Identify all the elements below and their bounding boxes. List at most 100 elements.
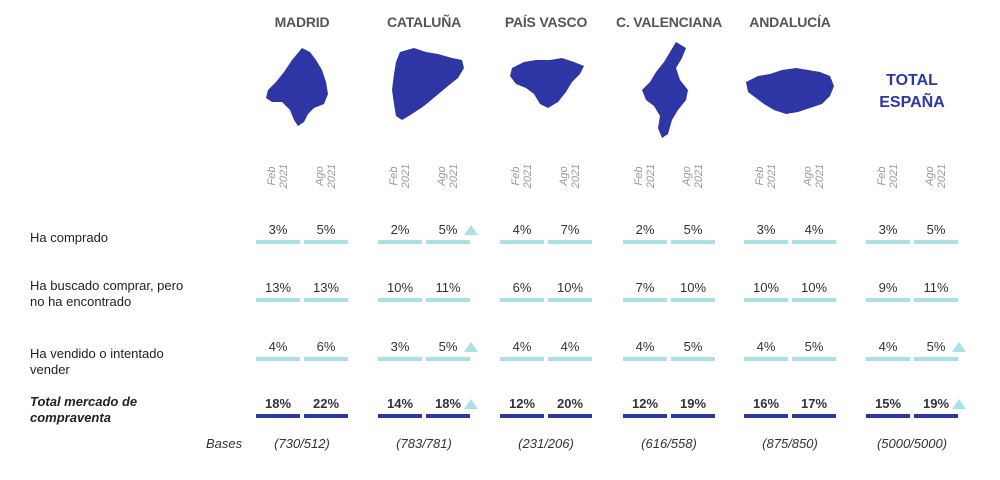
total-underline-bar <box>256 414 300 418</box>
period-text: Feb 2021 <box>633 163 657 189</box>
value-cell: 10% <box>556 280 584 295</box>
value-cell: 19% <box>679 396 707 411</box>
underline-bar <box>256 240 300 244</box>
underline-bar <box>671 357 715 361</box>
period-text: Ago 2021 <box>558 163 582 189</box>
underline-bar <box>914 240 958 244</box>
value-cell: 4% <box>560 339 580 354</box>
underline-bar <box>744 357 788 361</box>
row-label: Ha buscado comprar, pero no ha encontrad… <box>30 278 184 309</box>
pais-vasco-map-icon <box>510 58 584 108</box>
value-cell: 5% <box>926 339 946 354</box>
value-cell: 18% <box>434 396 462 411</box>
base-count: (875/850) <box>762 436 818 451</box>
base-count: (730/512) <box>274 436 330 451</box>
value-cell: 12% <box>631 396 659 411</box>
value-cell: 9% <box>878 280 898 295</box>
underline-bar <box>671 298 715 302</box>
value-cell: 6% <box>512 280 532 295</box>
up-trend-icon <box>952 342 966 352</box>
total-underline-bar <box>866 414 910 418</box>
underline-bar <box>866 298 910 302</box>
underline-bar <box>744 240 788 244</box>
madrid-map-icon <box>266 48 328 126</box>
andalucia-map-icon <box>746 68 834 114</box>
period-label: Feb 2021 <box>502 152 542 200</box>
underline-bar <box>500 240 544 244</box>
underline-bar <box>623 240 667 244</box>
underline-bar <box>914 357 958 361</box>
period-text: Feb 2021 <box>388 163 412 189</box>
period-label: Ago 2021 <box>428 152 468 200</box>
up-trend-icon <box>464 225 478 235</box>
bases-label: Bases <box>206 436 243 451</box>
value-cell: 15% <box>874 396 902 411</box>
underline-bar <box>744 298 788 302</box>
underline-bar <box>426 357 470 361</box>
underline-bar <box>378 357 422 361</box>
total-underline-bar <box>500 414 544 418</box>
value-cell: 5% <box>804 339 824 354</box>
total-underline-bar <box>623 414 667 418</box>
period-label: Feb 2021 <box>746 152 786 200</box>
underline-bar <box>256 357 300 361</box>
value-cell: 5% <box>683 222 703 237</box>
period-text: Ago 2021 <box>681 163 705 189</box>
cataluna-map-icon <box>392 48 464 120</box>
value-cell: 10% <box>800 280 828 295</box>
up-trend-icon <box>464 342 478 352</box>
underline-bar <box>378 240 422 244</box>
underline-bar <box>304 357 348 361</box>
period-text: Feb 2021 <box>876 163 900 189</box>
value-cell: 16% <box>752 396 780 411</box>
underline-bar <box>792 240 836 244</box>
underline-bar <box>623 357 667 361</box>
period-label: Feb 2021 <box>380 152 420 200</box>
value-cell: 2% <box>635 222 655 237</box>
total-underline-bar <box>914 414 958 418</box>
up-trend-icon <box>952 399 966 409</box>
row-label: Ha vendido o intentado vender <box>30 346 164 377</box>
period-label: Ago 2021 <box>916 152 956 200</box>
total-underline-bar <box>304 414 348 418</box>
total-espana-title: TOTAL ESPAÑA <box>879 72 945 111</box>
underline-bar <box>866 357 910 361</box>
period-label: Ago 2021 <box>794 152 834 200</box>
region-title: PAÍS VASCO <box>504 14 588 30</box>
value-cell: 5% <box>926 222 946 237</box>
total-underline-bar <box>792 414 836 418</box>
value-cell: 10% <box>386 280 414 295</box>
base-count: (616/558) <box>641 436 697 451</box>
total-underline-bar <box>426 414 470 418</box>
value-cell: 7% <box>635 280 655 295</box>
row-label: Ha comprado <box>30 230 109 245</box>
value-cell: 4% <box>878 339 898 354</box>
value-cell: 12% <box>508 396 536 411</box>
value-cell: 4% <box>804 222 824 237</box>
underline-bar <box>792 357 836 361</box>
region-title: ANDALUCÍA <box>749 14 831 30</box>
underline-bar <box>866 240 910 244</box>
value-cell: 5% <box>438 222 458 237</box>
valenciana-map-icon <box>642 42 688 138</box>
base-count: (231/206) <box>518 436 574 451</box>
value-cell: 3% <box>268 222 288 237</box>
underline-bar <box>500 357 544 361</box>
value-cell: 13% <box>264 280 292 295</box>
region-title: MADRID <box>274 14 330 30</box>
underline-bar <box>378 298 422 302</box>
period-label: Ago 2021 <box>306 152 346 200</box>
underline-bar <box>256 298 300 302</box>
value-cell: 13% <box>312 280 340 295</box>
value-cell: 14% <box>386 396 414 411</box>
total-underline-bar <box>548 414 592 418</box>
underline-bar <box>304 240 348 244</box>
value-cell: 5% <box>683 339 703 354</box>
base-count: (783/781) <box>396 436 452 451</box>
total-underline-bar <box>378 414 422 418</box>
value-cell: 19% <box>922 396 950 411</box>
value-cell: 20% <box>556 396 584 411</box>
period-label: Ago 2021 <box>673 152 713 200</box>
value-cell: 4% <box>512 222 532 237</box>
value-cell: 11% <box>923 280 949 295</box>
